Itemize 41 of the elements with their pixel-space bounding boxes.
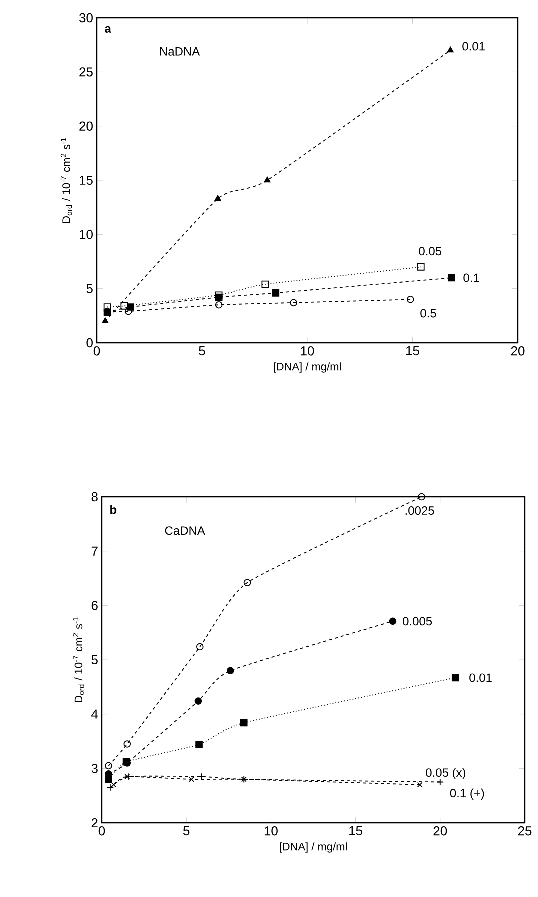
y-tick-label: 4 — [92, 710, 98, 719]
annotation: a — [105, 26, 112, 33]
series-label: 0.01 — [470, 674, 492, 682]
y-tick-label: 25 — [80, 68, 93, 77]
series-label: 0.01 — [462, 42, 485, 51]
x-tick-label: 20 — [434, 826, 448, 836]
annotation: NaDNA — [160, 48, 200, 56]
y-tick-label: 3 — [92, 764, 98, 774]
x-tick-label: 25 — [518, 826, 532, 836]
y-tick-label: 0 — [86, 338, 93, 348]
x-tick-label: 10 — [264, 826, 278, 836]
x-tick-label: 20 — [511, 346, 525, 356]
y-tick-label: 30 — [80, 13, 93, 23]
series-label: 0.1 — [464, 274, 480, 282]
x-tick-label: 15 — [406, 346, 420, 356]
x-tick-label: 5 — [184, 826, 190, 836]
y-tick-label: 20 — [80, 122, 93, 131]
series-label: 0.05 (x) — [426, 768, 466, 780]
x-tick-label: 15 — [350, 826, 362, 836]
y-tick-label: 5 — [92, 655, 98, 665]
y-tick-label: 10 — [80, 230, 93, 240]
y-tick-label: 6 — [92, 601, 98, 610]
y-tick-label: 5 — [86, 284, 93, 294]
series-label: 0.1 (+) — [450, 788, 484, 800]
y-axis-title: D$_{ord}$ / 10$^{-7}$ cm$^{2}$ s$^{-1}$ — [73, 618, 84, 702]
x-tick-label: 0 — [98, 826, 106, 836]
y-tick-label: 15 — [80, 176, 93, 186]
annotation: CaDNA — [165, 526, 206, 536]
x-axis-title: [DNA] / mg/ml — [280, 842, 347, 853]
x-axis-title: [DNA] / mg/ml — [274, 362, 341, 373]
x-tick-label: 10 — [301, 346, 314, 356]
x-tick-label: 5 — [199, 346, 206, 356]
series-label: 0.005 — [403, 617, 432, 626]
annotation: b — [110, 505, 117, 514]
y-tick-label: 8 — [92, 492, 98, 502]
y-axis-title: D$_{ord}$ / 10$^{-7}$ cm$^{2}$ s$^{-1}$ — [60, 138, 72, 223]
y-tick-label: 2 — [92, 818, 98, 828]
series-label: 0.05 — [419, 247, 442, 256]
series-label: 0.5 — [420, 309, 436, 318]
y-tick-label: 7 — [92, 546, 98, 556]
series-label: .0025 — [406, 506, 434, 516]
